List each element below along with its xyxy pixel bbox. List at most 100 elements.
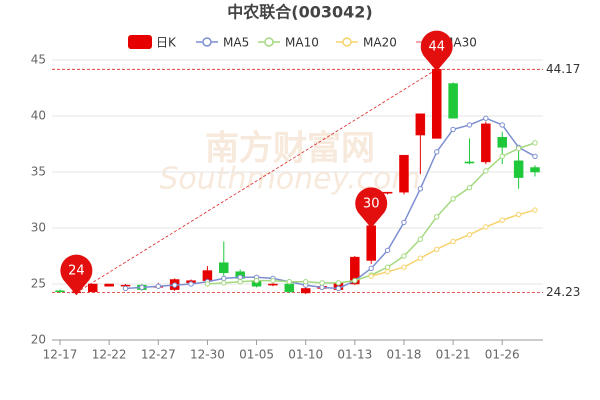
y-tick-label: 35: [31, 165, 46, 179]
ma-point: [515, 145, 522, 152]
ma-point: [352, 277, 358, 284]
y-tick-label: 20: [31, 333, 46, 347]
ma-point: [188, 281, 194, 287]
ma-point: [466, 232, 473, 238]
ma-point: [384, 264, 391, 270]
candle-body: [513, 160, 524, 178]
ref-label: 44.17: [546, 62, 580, 76]
candle-body: [284, 283, 295, 293]
candle-body: [431, 69, 442, 139]
candle-body: [415, 113, 426, 136]
legend-icon: [202, 37, 212, 47]
ma-point: [221, 280, 227, 286]
ma-point: [401, 253, 407, 259]
ma-point: [499, 217, 505, 223]
ma-point: [483, 168, 489, 174]
candle-body: [497, 137, 507, 148]
ma-point: [434, 214, 440, 220]
ma-point: [319, 280, 325, 286]
x-tick-label: 12-17: [43, 348, 78, 362]
pin: [420, 30, 453, 72]
ref-label: 24.23: [546, 285, 580, 299]
y-tick-label: 40: [31, 109, 46, 123]
ma-point: [450, 238, 456, 245]
ma-point: [384, 247, 391, 254]
chart-title: 中农联合(003042): [227, 3, 372, 22]
ma-point: [532, 207, 538, 213]
x-tick-label: 12-22: [92, 348, 127, 362]
legend-label: MA20: [363, 36, 397, 50]
pin-label: 44: [428, 40, 445, 55]
ma-point: [368, 273, 374, 279]
ma-point: [417, 255, 424, 261]
x-tick-label: 01-05: [239, 348, 274, 362]
candle-body: [219, 262, 229, 274]
ma-point: [483, 224, 489, 230]
ma-point: [237, 279, 243, 285]
ma-point: [401, 264, 407, 270]
ma-point: [368, 265, 374, 272]
ma-line: [125, 117, 536, 290]
x-tick-label: 01-18: [387, 348, 422, 362]
ma-point: [204, 281, 211, 287]
watermark: 南方财富网: [205, 129, 375, 169]
candle-body: [399, 154, 409, 193]
ma-point: [319, 284, 325, 291]
ma-point: [335, 280, 342, 286]
ma-point: [384, 268, 391, 275]
ma-point: [286, 279, 293, 285]
legend-label: MA5: [223, 36, 249, 50]
ma-point: [434, 246, 440, 252]
trend-line: [76, 68, 437, 293]
ma-point: [466, 184, 473, 191]
ma-point: [155, 283, 161, 289]
candle-body: [464, 161, 475, 164]
ma-point: [335, 285, 342, 292]
ma-point: [253, 277, 260, 284]
candle-body: [88, 283, 98, 293]
candle-body: [55, 290, 65, 293]
ma-point: [401, 219, 407, 226]
x-tick-label: 12-27: [141, 348, 176, 362]
y-tick-label: 25: [31, 277, 46, 291]
ma-point: [483, 115, 489, 121]
ma-point: [434, 149, 440, 155]
legend-label: 日K: [156, 36, 177, 50]
x-tick-label: 12-30: [190, 348, 225, 362]
ma-point: [532, 140, 538, 146]
ma-point: [466, 122, 473, 128]
candle-body: [530, 167, 540, 173]
ma-point: [139, 284, 145, 291]
x-tick-label: 01-21: [436, 348, 471, 362]
ma-point: [221, 275, 227, 282]
candle-body: [382, 191, 393, 194]
candle-body: [350, 256, 360, 285]
pin-label: 30: [363, 197, 380, 212]
candle-body: [104, 283, 114, 287]
ma-point: [417, 236, 424, 242]
legend-label: MA10: [285, 36, 319, 50]
ma-point: [499, 122, 505, 128]
ma-point: [171, 282, 178, 288]
candle-body: [268, 283, 278, 286]
legend-icon: [264, 37, 274, 47]
ma-point: [302, 279, 309, 285]
pin-label: 24: [68, 264, 85, 279]
candle-body: [300, 288, 311, 294]
x-tick-label: 01-10: [288, 348, 323, 362]
ma-point: [237, 274, 243, 280]
ma-point: [499, 153, 505, 160]
legend-icon: [342, 37, 352, 47]
candle-body: [448, 83, 458, 119]
candle-body: [481, 123, 491, 163]
y-tick-label: 45: [31, 53, 46, 67]
ma-point: [417, 186, 424, 192]
pin: [60, 254, 93, 296]
ma-point: [515, 211, 522, 218]
ma-point: [450, 196, 456, 202]
legend-icon: [128, 35, 152, 49]
ma-point: [532, 153, 538, 160]
candle-body: [366, 225, 376, 261]
y-tick-label: 30: [31, 221, 46, 235]
